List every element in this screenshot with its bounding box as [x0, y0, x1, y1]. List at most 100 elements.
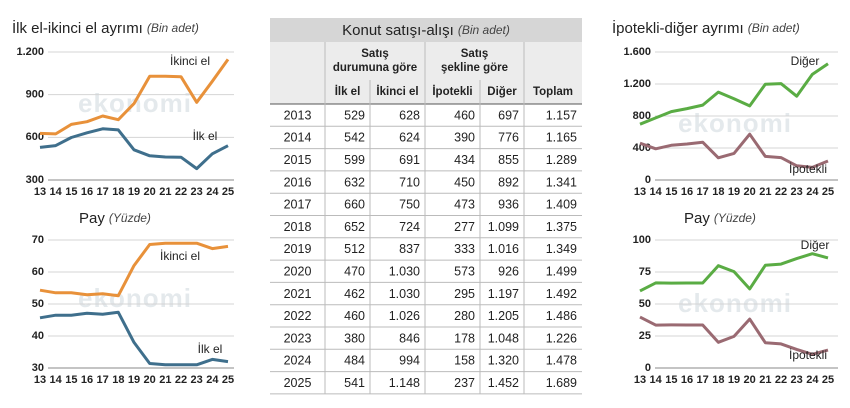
title: Pay (Yüzde): [79, 210, 151, 227]
series-line: [639, 315, 829, 356]
title-text: İpotekli-diğer ayrımı: [612, 19, 744, 37]
y-tick-label: 50: [32, 298, 44, 310]
x-tick-label: 17: [97, 186, 109, 198]
x-tick-label: 17: [97, 374, 109, 386]
subtitle: (Yüzde): [109, 211, 151, 225]
title: İlk el-ikinci el ayrımı (Bin adet): [12, 19, 199, 37]
y-tick-label: 300: [26, 174, 44, 186]
group-header: Satış: [461, 48, 489, 60]
title: İpotekli-diğer ayrımı (Bin adet): [612, 19, 800, 37]
table-head-bg: [270, 42, 582, 104]
watermark: ekonomi: [678, 288, 792, 318]
watermark: ekonomi: [678, 108, 792, 138]
series-line: [639, 62, 829, 126]
x-tick-label: 14: [650, 374, 663, 386]
cell: 237: [454, 376, 475, 390]
x-tick-label: 22: [175, 186, 187, 198]
cell: 1.026: [389, 309, 420, 323]
x-tick-label: 21: [159, 374, 171, 386]
x-tick-label: 22: [775, 186, 787, 198]
x-tick-label: 15: [65, 186, 77, 198]
cell: 750: [399, 198, 420, 212]
cell: 994: [399, 354, 420, 368]
cell: 628: [399, 108, 420, 122]
x-tick-label: 23: [191, 186, 203, 198]
cell: 380: [344, 331, 365, 345]
title-text: Konut satışı-alışı: [342, 22, 454, 39]
subtitle: (Bin adet): [748, 21, 800, 35]
title-text: Pay: [79, 210, 105, 227]
cell: 1.478: [546, 354, 577, 368]
cell: 1.486: [546, 309, 577, 323]
y-tick-label: 0: [645, 174, 651, 186]
cell: 473: [454, 198, 475, 212]
cell: 573: [454, 265, 475, 279]
cell: 178: [454, 331, 475, 345]
x-tick-label: 14: [50, 374, 63, 386]
row-year: 2017: [284, 198, 312, 212]
cell: 1.016: [488, 242, 519, 256]
x-tick-label: 24: [206, 374, 219, 386]
cell: 926: [498, 265, 519, 279]
x-tick-label: 15: [665, 374, 677, 386]
cell: 710: [399, 175, 420, 189]
x-tick-label: 13: [34, 374, 46, 386]
subtitle: (Bin adet): [458, 23, 510, 37]
series-label: İkinci el: [160, 249, 200, 263]
y-tick-label: 30: [32, 362, 44, 374]
cell: 460: [454, 108, 475, 122]
title: Konut satışı-alışı (Bin adet): [342, 22, 510, 39]
x-tick-label: 25: [822, 374, 834, 386]
y-tick-label: 75: [639, 266, 651, 278]
series-line: [39, 127, 229, 171]
watermark: ekonomi: [78, 283, 192, 313]
x-tick-label: 19: [728, 186, 740, 198]
cell: 846: [399, 331, 420, 345]
column-header: İlk el: [335, 85, 361, 98]
series-line: [39, 241, 229, 298]
x-tick-label: 20: [144, 374, 156, 386]
y-tick-label: 70: [32, 234, 44, 246]
column-header: Diğer: [487, 86, 517, 98]
x-tick-label: 18: [712, 374, 724, 386]
subtitle: (Yüzde): [714, 211, 756, 225]
cell: 892: [498, 175, 519, 189]
series-label: İlk el: [198, 342, 223, 356]
x-tick-label: 20: [744, 186, 756, 198]
cell: 462: [344, 287, 365, 301]
x-tick-label: 17: [697, 186, 709, 198]
y-tick-label: 1.600: [623, 46, 651, 58]
cell: 1.492: [546, 287, 577, 301]
cell: 599: [344, 153, 365, 167]
x-tick-label: 21: [159, 186, 171, 198]
cell: 434: [454, 153, 475, 167]
row-year: 2023: [284, 331, 312, 345]
x-tick-label: 20: [144, 186, 156, 198]
series-line: [639, 252, 829, 293]
x-tick-label: 15: [665, 186, 677, 198]
x-tick-label: 16: [81, 186, 93, 198]
x-tick-label: 23: [791, 186, 803, 198]
cell: 1.341: [546, 175, 577, 189]
x-tick-label: 18: [112, 186, 124, 198]
cell: 529: [344, 108, 365, 122]
x-tick-label: 23: [191, 374, 203, 386]
x-tick-label: 19: [728, 374, 740, 386]
cell: 390: [454, 131, 475, 145]
x-tick-label: 13: [634, 186, 646, 198]
cell: 1.452: [488, 376, 519, 390]
series-line: [39, 58, 230, 136]
x-tick-label: 22: [175, 374, 187, 386]
cell: 1.157: [546, 108, 577, 122]
cell: 632: [344, 175, 365, 189]
series-line: [39, 310, 229, 367]
x-tick-label: 13: [34, 186, 46, 198]
cell: 1.148: [389, 376, 420, 390]
x-tick-label: 21: [759, 374, 771, 386]
series-label: İkinci el: [170, 54, 210, 68]
cell: 158: [454, 354, 475, 368]
cell: 295: [454, 287, 475, 301]
y-tick-label: 100: [633, 234, 651, 246]
y-tick-label: 25: [639, 330, 651, 342]
row-year: 2019: [284, 242, 312, 256]
